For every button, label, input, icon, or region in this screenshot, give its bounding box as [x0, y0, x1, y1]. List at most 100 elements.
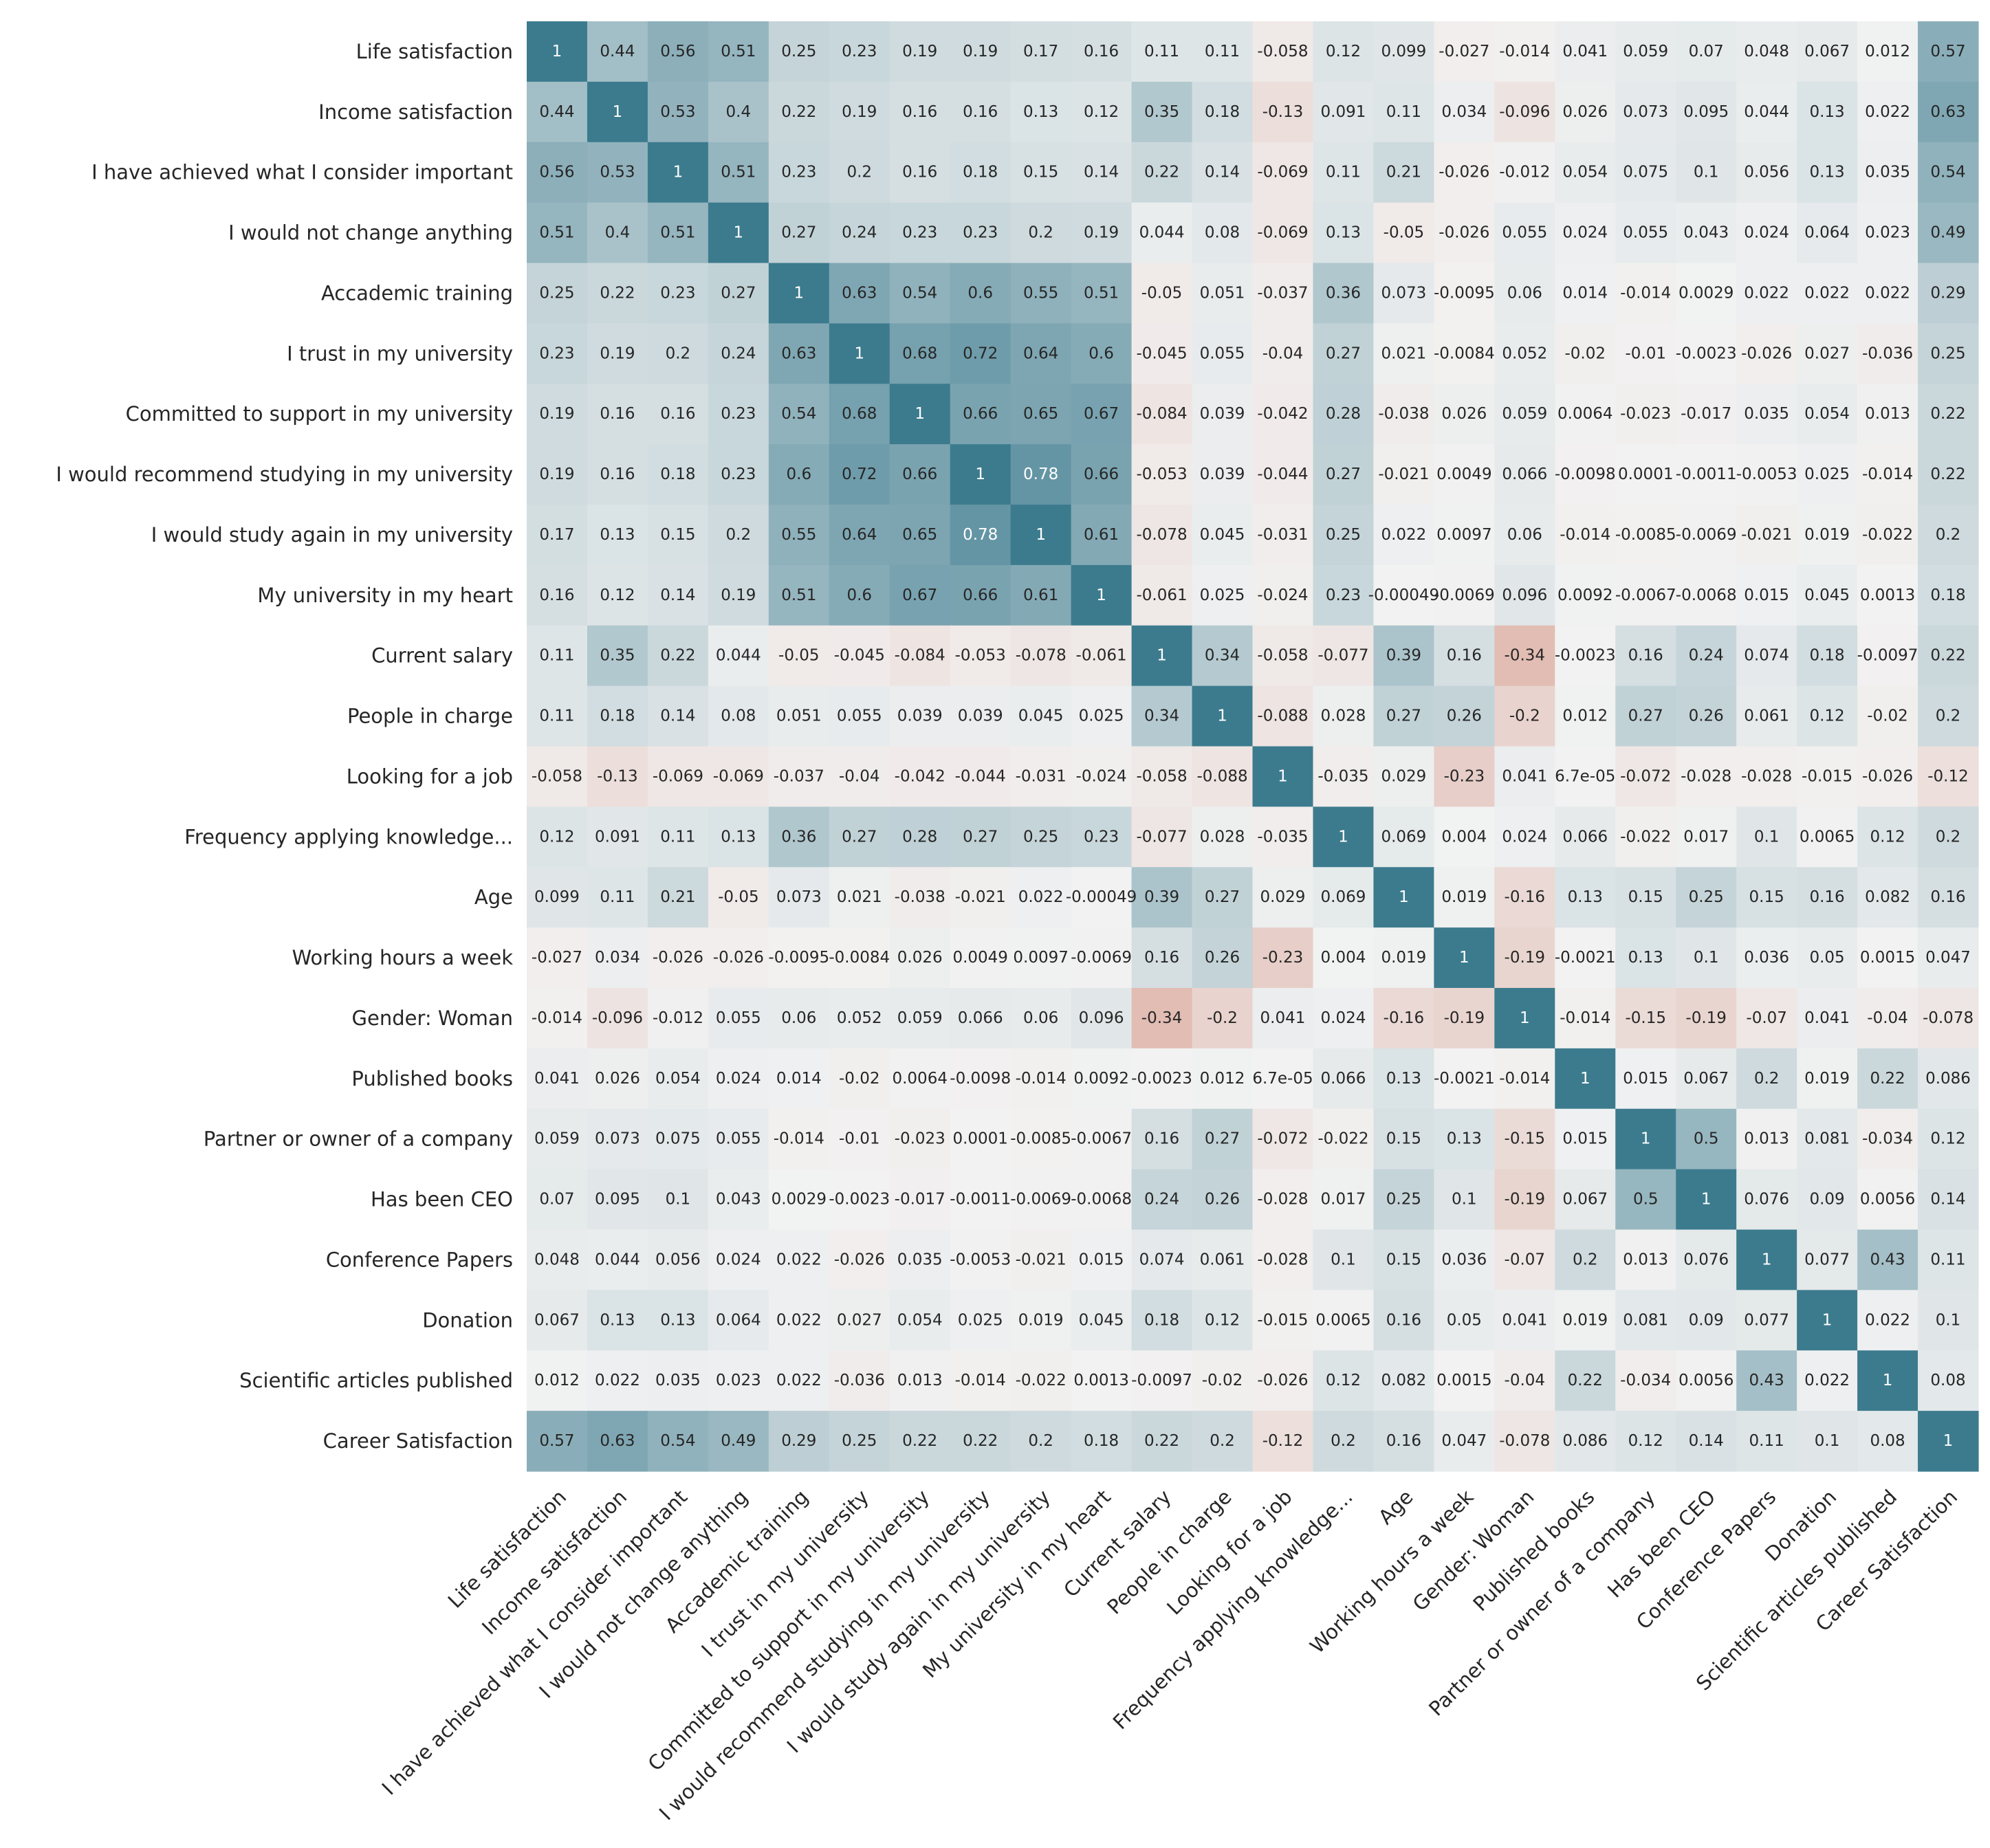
cell-value-label: -0.026: [1862, 767, 1913, 785]
heatmap-cell: [1313, 927, 1375, 989]
heatmap-cell: [889, 1169, 951, 1231]
heatmap-cell: [1676, 625, 1737, 687]
heatmap-cell: [1615, 1229, 1676, 1290]
heatmap-cell: [1434, 263, 1495, 324]
cell-value-label: 0.15: [1749, 888, 1784, 906]
heatmap-cell: [1494, 142, 1555, 204]
heatmap-cell: [1071, 685, 1133, 747]
cell-value-label: 0.0056: [1679, 1372, 1734, 1389]
heatmap-cell: [768, 202, 830, 264]
cell-value-label: 0.6: [787, 465, 812, 483]
cell-value-label: -0.024: [1076, 767, 1127, 785]
cell-value-label: -0.021: [1378, 465, 1429, 483]
y-tick-label: Age: [474, 886, 513, 909]
heatmap-cell: [1676, 142, 1737, 204]
heatmap-cell: [1494, 867, 1555, 928]
cell-value-label: 0.51: [1084, 284, 1119, 302]
heatmap-cell: [1434, 927, 1495, 989]
heatmap-cell: [587, 564, 648, 626]
cell-value-label: 0.24: [842, 224, 877, 242]
cell-value-label: 0.16: [1386, 1432, 1421, 1450]
cell-value-label: 0.096: [1502, 586, 1547, 604]
heatmap-cell: [1313, 505, 1375, 566]
cell-value-label: 0.26: [1689, 707, 1724, 725]
cell-value-label: -0.2: [1509, 707, 1540, 725]
cell-value-label: 0.091: [1321, 103, 1366, 121]
heatmap-cell: [1918, 927, 1979, 989]
heatmap-cell: [1373, 202, 1434, 264]
heatmap-cell: [1555, 1048, 1616, 1110]
heatmap-cell: [1555, 81, 1616, 143]
x-tick-label: Partner or owner of a company: [1424, 1485, 1659, 1720]
cell-value-label: 0.05: [1447, 1311, 1482, 1329]
cell-value-label: 0.63: [842, 284, 877, 302]
heatmap-cell: [829, 625, 890, 687]
heatmap-cell: [1676, 81, 1737, 143]
cell-value-label: -0.05: [1384, 224, 1425, 242]
heatmap-cell: [1857, 564, 1918, 626]
heatmap-cell: [1192, 202, 1254, 264]
heatmap-cell: [1252, 1350, 1314, 1411]
heatmap-cell: [1676, 323, 1737, 384]
cell-value-label: 0.2: [1936, 828, 1961, 846]
cell-value-label: 0.22: [660, 647, 695, 665]
cell-value-label: 6.7e-05: [1252, 1070, 1313, 1088]
cell-value-label: 0.34: [1144, 707, 1179, 725]
heatmap-cell: [1131, 625, 1193, 687]
heatmap-cell: [1010, 1169, 1072, 1231]
heatmap-cell: [527, 142, 588, 204]
cell-value-label: 0.25: [842, 1432, 877, 1450]
heatmap-cell: [587, 81, 648, 143]
cell-value-label: 0.004: [1321, 949, 1366, 967]
heatmap-cell: [1131, 1290, 1193, 1351]
y-tick-label: Scientific articles published: [239, 1369, 513, 1392]
heatmap-cell: [1252, 142, 1314, 204]
cell-value-label: 0.0092: [1557, 586, 1612, 604]
cell-value-label: 0.23: [539, 344, 574, 362]
heatmap-cell: [1010, 142, 1072, 204]
cell-value-label: 0.15: [660, 526, 695, 544]
heatmap-cell: [1918, 1048, 1979, 1110]
heatmap-cell: [1010, 384, 1072, 445]
cell-value-label: 0.12: [1205, 1311, 1240, 1329]
heatmap-cell: [708, 1108, 769, 1170]
cell-value-label: -0.012: [653, 1009, 703, 1027]
cell-value-label: 0.022: [776, 1251, 822, 1268]
heatmap-cell: [1857, 444, 1918, 505]
heatmap-cell: [1252, 323, 1314, 384]
heatmap-cell: [1736, 384, 1797, 445]
cell-value-label: 0.63: [600, 1432, 635, 1450]
cell-value-label: -0.00049: [1368, 586, 1439, 604]
heatmap-cell: [1434, 323, 1495, 384]
cell-value-label: 0.015: [1079, 1251, 1124, 1268]
cell-value-label: 0.13: [1568, 888, 1603, 906]
cell-value-label: -0.031: [1016, 767, 1067, 785]
heatmap-cell: [708, 1229, 769, 1290]
cell-value-label: 0.29: [1930, 284, 1965, 302]
cell-value-label: 0.1: [1452, 1191, 1477, 1209]
cell-value-label: -0.07: [1505, 1251, 1546, 1268]
cell-value-label: -0.014: [774, 1130, 824, 1148]
cell-value-label: 0.2: [1936, 707, 1961, 725]
heatmap-cell: [1676, 1229, 1737, 1290]
heatmap-cell: [527, 81, 588, 143]
heatmap-cell: [1857, 1169, 1918, 1231]
cell-value-label: -0.12: [1927, 767, 1969, 785]
cell-value-label: 0.025: [1079, 707, 1124, 725]
heatmap-cell: [829, 746, 890, 807]
cell-value-label: 0.056: [655, 1251, 701, 1268]
cell-value-label: 0.066: [1502, 465, 1547, 483]
cell-value-label: 0.23: [1084, 828, 1119, 846]
heatmap-cell: [1373, 927, 1434, 989]
cell-value-label: -0.0084: [829, 949, 890, 967]
heatmap-cell: [1010, 1350, 1072, 1411]
cell-value-label: 0.025: [958, 1311, 1003, 1329]
cell-value-label: 0.23: [963, 224, 998, 242]
heatmap-cell: [1010, 867, 1072, 928]
cell-value-label: -0.05: [778, 647, 820, 665]
heatmap-cell: [1434, 202, 1495, 264]
cell-value-label: -0.0084: [1434, 344, 1495, 362]
cell-value-label: -0.084: [1136, 405, 1187, 423]
cell-value-label: 0.077: [1744, 1311, 1789, 1329]
cell-value-label: 0.073: [1381, 284, 1426, 302]
